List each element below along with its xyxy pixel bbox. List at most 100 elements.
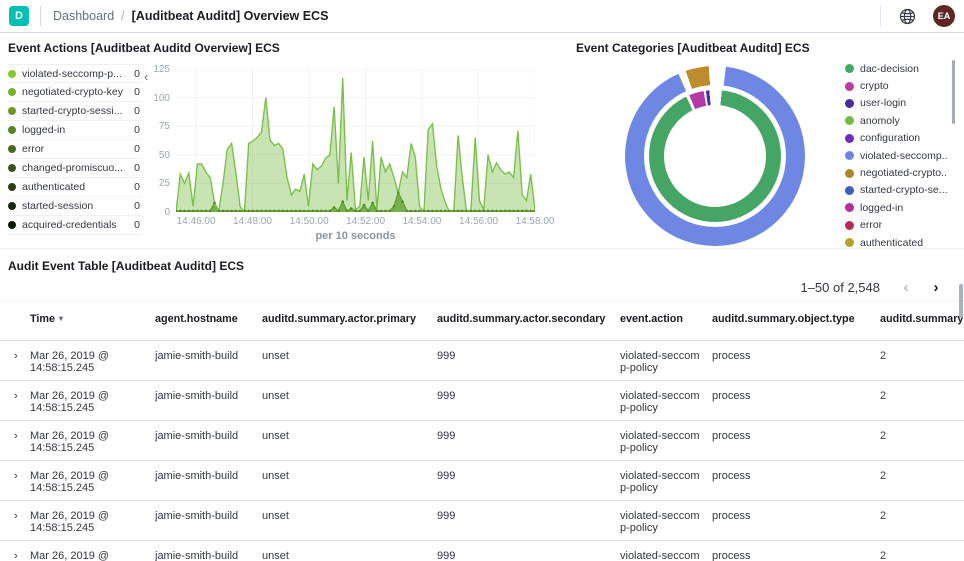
- data-point-marker[interactable]: [345, 209, 349, 212]
- category-legend-item[interactable]: violated-seccomp...: [845, 147, 947, 164]
- data-point-marker[interactable]: [273, 209, 276, 212]
- data-point-marker[interactable]: [516, 209, 520, 212]
- data-point-marker[interactable]: [221, 209, 225, 212]
- data-point-marker[interactable]: [384, 209, 387, 212]
- data-point-marker[interactable]: [529, 209, 532, 212]
- previous-page-button[interactable]: ‹: [894, 275, 918, 299]
- data-point-marker[interactable]: [315, 209, 319, 212]
- data-point-marker[interactable]: [260, 209, 263, 212]
- expand-row-icon[interactable]: ›: [0, 380, 30, 421]
- data-point-marker[interactable]: [461, 209, 464, 212]
- data-point-marker[interactable]: [491, 209, 494, 212]
- column-header-auditd-summary-actor-primary[interactable]: auditd.summary.actor.primary: [262, 300, 437, 341]
- data-point-marker[interactable]: [200, 209, 203, 212]
- data-point-marker[interactable]: [176, 209, 178, 212]
- data-point-marker[interactable]: [478, 209, 481, 212]
- data-point-marker[interactable]: [341, 200, 344, 203]
- data-point-marker[interactable]: [332, 206, 336, 209]
- data-point-marker[interactable]: [405, 209, 409, 212]
- data-point-marker[interactable]: [320, 209, 323, 212]
- data-point-marker[interactable]: [277, 209, 280, 212]
- column-header-auditd-summary[interactable]: auditd.summary: [880, 300, 964, 341]
- data-point-marker[interactable]: [426, 209, 430, 212]
- column-header-agent-hostname[interactable]: agent.hostname: [155, 300, 262, 341]
- column-header-auditd-summary-object-type[interactable]: auditd.summary.object.type: [712, 300, 880, 341]
- data-point-marker[interactable]: [452, 209, 456, 212]
- data-point-marker[interactable]: [230, 209, 233, 212]
- data-point-marker[interactable]: [533, 209, 535, 212]
- action-legend-item[interactable]: logged-in 0: [8, 121, 142, 140]
- data-point-marker[interactable]: [234, 209, 238, 212]
- column-header-auditd-summary-actor-secondary[interactable]: auditd.summary.actor.secondary: [437, 300, 620, 341]
- data-point-marker[interactable]: [444, 209, 447, 212]
- expand-row-icon[interactable]: ›: [0, 420, 30, 461]
- data-point-marker[interactable]: [422, 209, 426, 212]
- action-legend-item[interactable]: violated-seccomp-p... 0: [8, 64, 142, 83]
- data-point-marker[interactable]: [431, 209, 434, 212]
- data-point-marker[interactable]: [251, 209, 255, 212]
- data-point-marker[interactable]: [247, 209, 250, 212]
- data-point-marker[interactable]: [512, 209, 515, 212]
- data-point-marker[interactable]: [217, 209, 220, 212]
- category-legend-item[interactable]: authenticated: [845, 234, 947, 251]
- data-point-marker[interactable]: [196, 209, 199, 212]
- event-categories-donut-chart[interactable]: [625, 66, 805, 246]
- data-point-marker[interactable]: [238, 209, 242, 212]
- category-legend-item[interactable]: crypto: [845, 77, 947, 94]
- data-point-marker[interactable]: [354, 209, 357, 212]
- data-point-marker[interactable]: [508, 209, 511, 212]
- expand-row-icon[interactable]: ›: [0, 460, 30, 501]
- data-point-marker[interactable]: [396, 191, 400, 194]
- data-point-marker[interactable]: [307, 209, 310, 212]
- data-point-marker[interactable]: [465, 209, 468, 212]
- category-legend-item[interactable]: dac-decision: [845, 60, 947, 77]
- data-point-marker[interactable]: [255, 209, 259, 212]
- category-legend-item[interactable]: anomoly: [845, 112, 947, 129]
- data-point-marker[interactable]: [311, 209, 315, 212]
- data-point-marker[interactable]: [379, 209, 383, 212]
- category-legend-item[interactable]: started-crypto-se...: [845, 182, 947, 199]
- column-header-event-action[interactable]: event.action: [620, 300, 712, 341]
- data-point-marker[interactable]: [213, 201, 216, 205]
- user-avatar[interactable]: EA: [933, 5, 955, 27]
- data-point-marker[interactable]: [264, 209, 268, 212]
- data-point-marker[interactable]: [187, 209, 191, 212]
- category-legend-item[interactable]: user-login: [845, 95, 947, 112]
- data-point-marker[interactable]: [285, 209, 289, 212]
- action-legend-item[interactable]: started-session 0: [8, 197, 142, 216]
- category-legend-item[interactable]: configuration: [845, 130, 947, 147]
- data-point-marker[interactable]: [520, 209, 524, 212]
- legend-scrollbar[interactable]: [952, 60, 955, 124]
- action-legend-item[interactable]: authenticated 0: [8, 178, 142, 197]
- data-point-marker[interactable]: [290, 209, 293, 212]
- data-point-marker[interactable]: [482, 209, 485, 212]
- data-point-marker[interactable]: [392, 205, 396, 208]
- data-point-marker[interactable]: [226, 209, 229, 212]
- data-point-marker[interactable]: [409, 209, 413, 212]
- data-point-marker[interactable]: [362, 203, 366, 207]
- table-scrollbar[interactable]: [959, 284, 963, 318]
- data-point-marker[interactable]: [294, 209, 297, 212]
- data-point-marker[interactable]: [388, 209, 391, 212]
- data-point-marker[interactable]: [179, 209, 182, 212]
- data-point-marker[interactable]: [414, 209, 417, 212]
- data-point-marker[interactable]: [243, 209, 246, 212]
- category-legend-item[interactable]: negotiated-crypto...: [845, 164, 947, 181]
- data-point-marker[interactable]: [281, 209, 285, 212]
- data-point-marker[interactable]: [298, 209, 302, 212]
- data-point-marker[interactable]: [337, 209, 340, 212]
- data-point-marker[interactable]: [191, 209, 195, 212]
- data-point-marker[interactable]: [456, 209, 460, 212]
- action-legend-item[interactable]: changed-promiscuo... 0: [8, 159, 142, 178]
- data-point-marker[interactable]: [367, 209, 370, 212]
- data-point-marker[interactable]: [401, 200, 404, 203]
- breadcrumb-dashboard-link[interactable]: Dashboard: [53, 9, 115, 23]
- data-point-marker[interactable]: [358, 209, 362, 212]
- column-header-time[interactable]: Time ▾: [30, 300, 155, 341]
- globe-icon[interactable]: [897, 6, 917, 26]
- legend-collapse-icon[interactable]: ‹: [144, 69, 149, 84]
- data-point-marker[interactable]: [204, 209, 208, 212]
- data-point-marker[interactable]: [495, 209, 498, 212]
- data-point-marker[interactable]: [439, 209, 443, 212]
- data-point-marker[interactable]: [324, 209, 327, 212]
